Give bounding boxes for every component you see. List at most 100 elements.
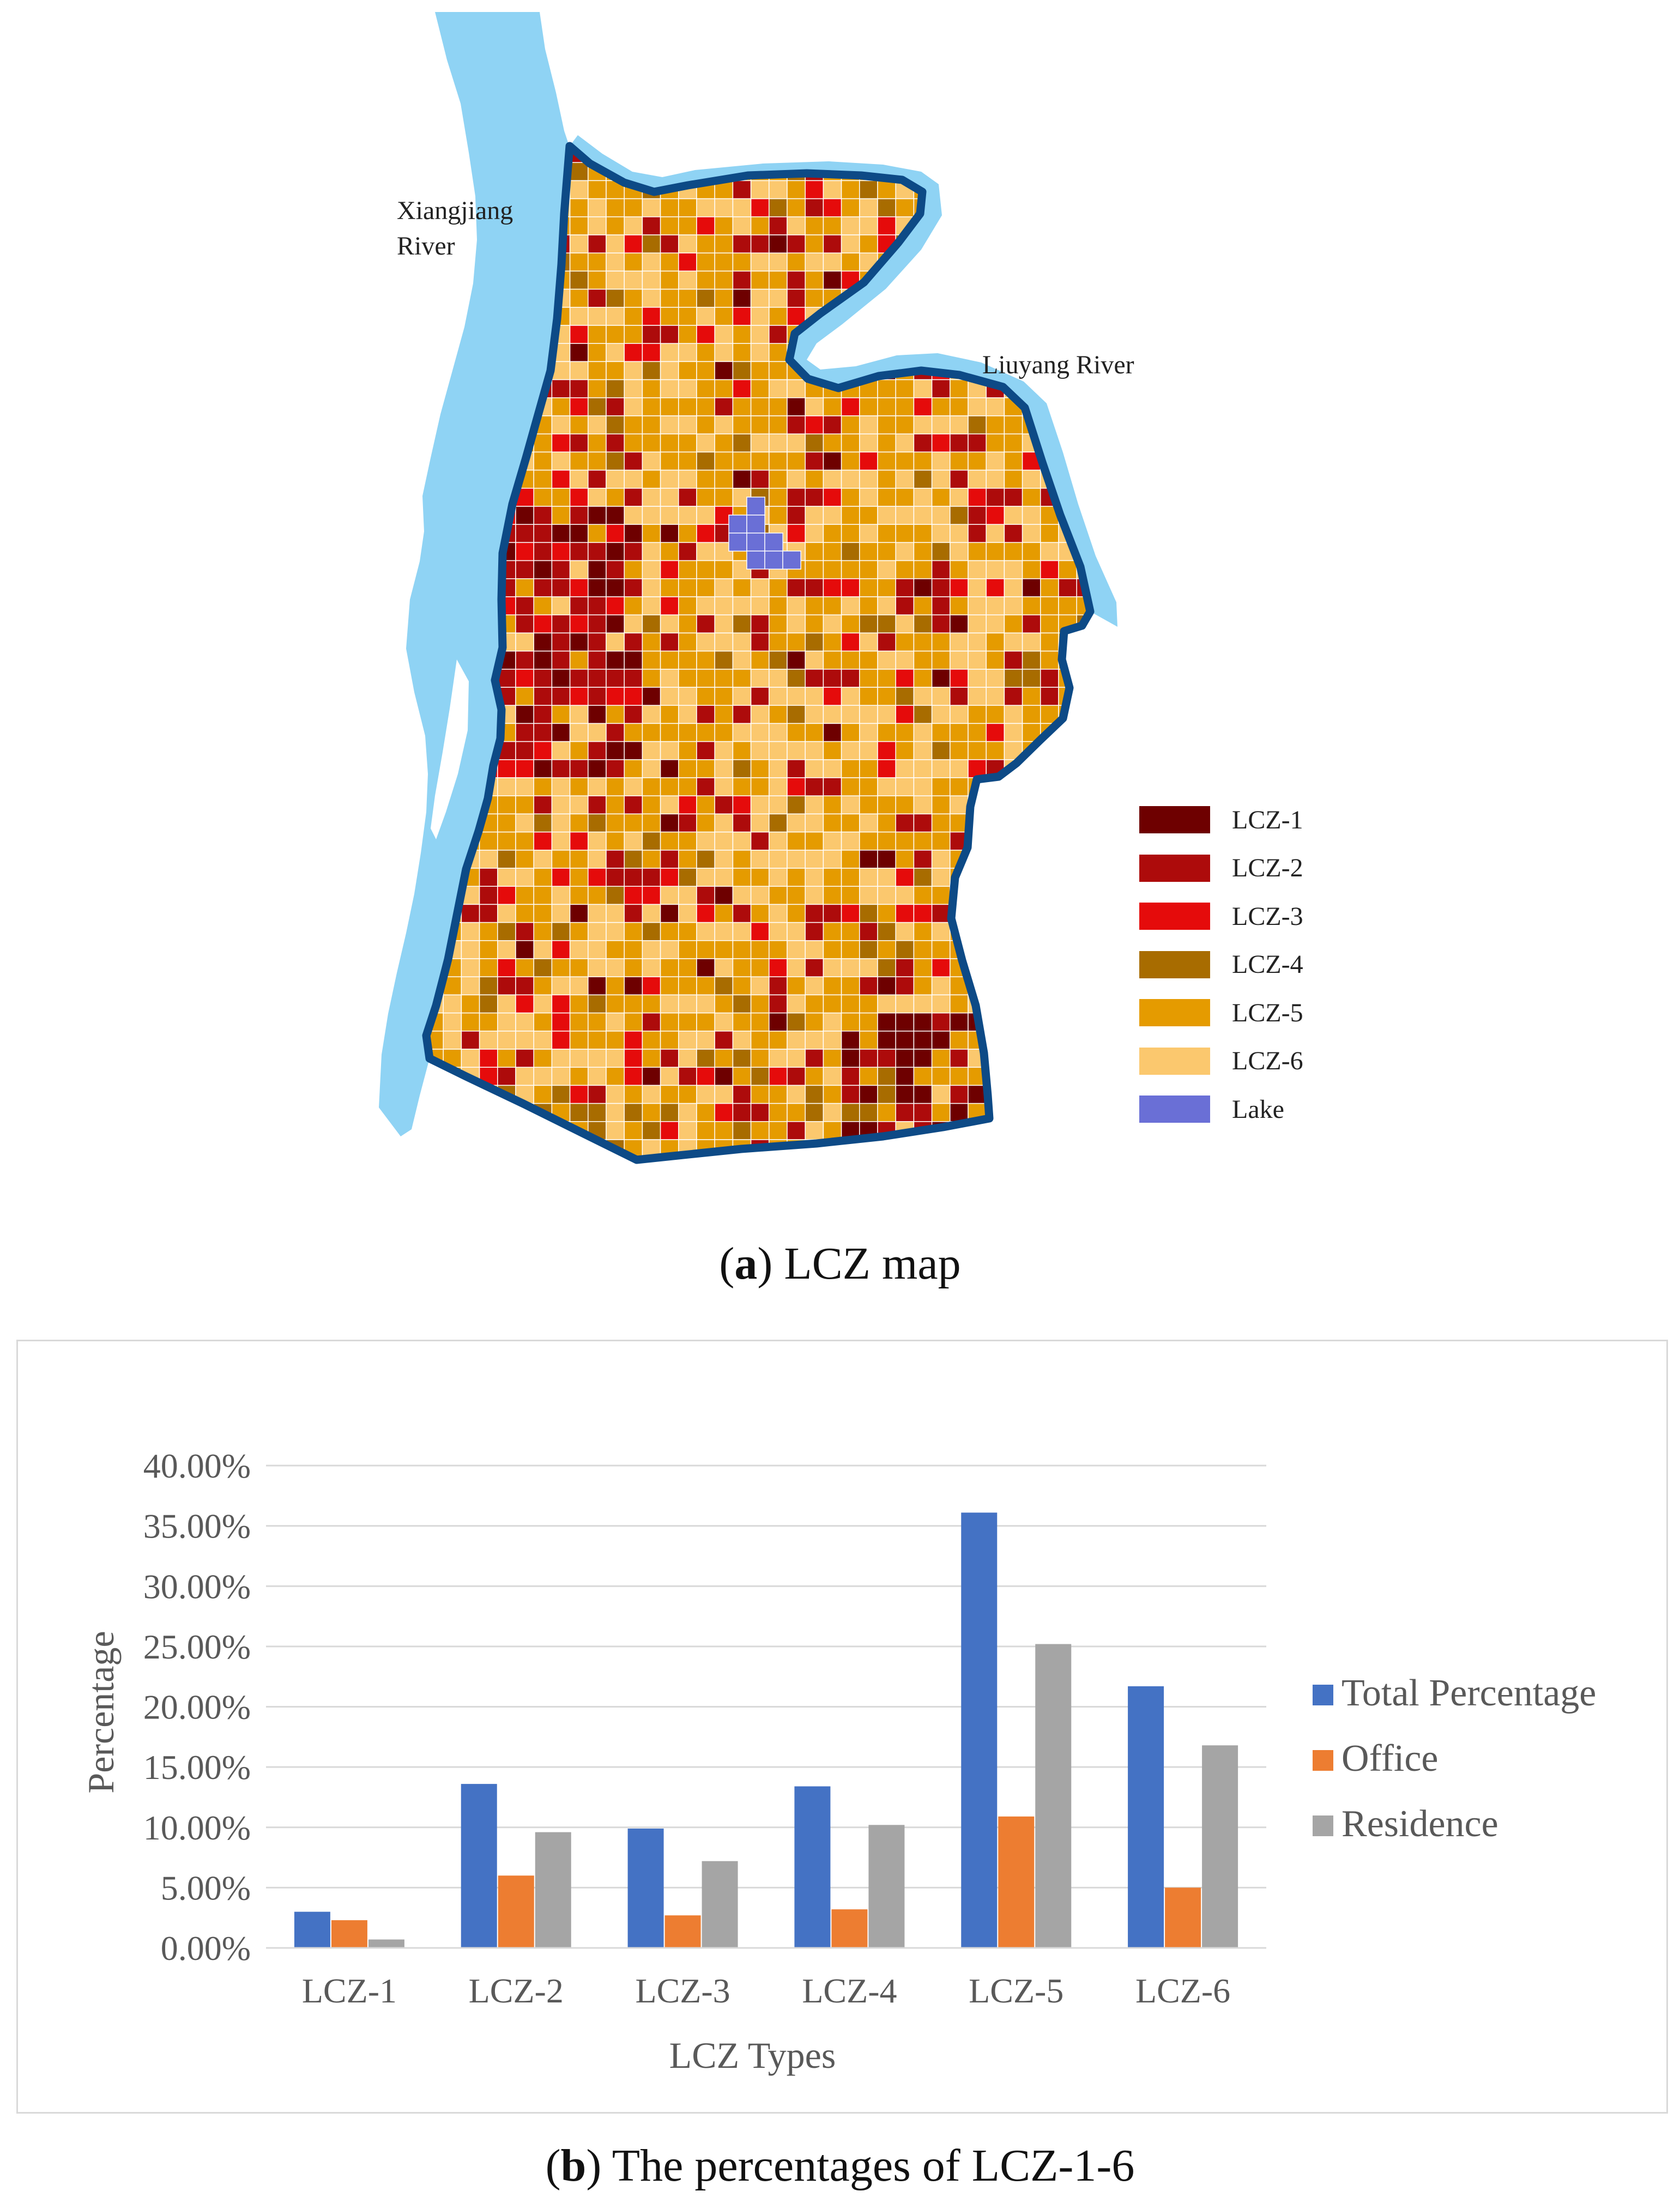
lcz-cell bbox=[696, 741, 715, 760]
lcz-cell bbox=[950, 451, 969, 471]
lcz-cell bbox=[696, 614, 715, 634]
lcz-cell bbox=[606, 687, 625, 706]
lcz-cell bbox=[823, 1031, 842, 1050]
lcz-cell bbox=[841, 705, 860, 724]
lcz-cell bbox=[569, 850, 589, 869]
lcz-cell bbox=[986, 813, 1005, 833]
lcz-cell bbox=[877, 1103, 896, 1122]
lcz-cell bbox=[660, 252, 679, 272]
lcz-cell bbox=[533, 705, 553, 724]
lcz-cell bbox=[950, 759, 969, 778]
lcz-cell bbox=[1076, 831, 1090, 851]
lcz-cell bbox=[823, 578, 842, 597]
lcz-cell bbox=[877, 216, 896, 235]
lcz-cell bbox=[1076, 705, 1090, 724]
lcz-cell bbox=[841, 994, 860, 1014]
lcz-cell bbox=[426, 307, 444, 326]
lcz-cell bbox=[769, 886, 788, 905]
lcz-cell bbox=[750, 288, 770, 308]
lcz-cell bbox=[1095, 524, 1113, 542]
lcz-cell bbox=[714, 904, 734, 923]
lcz-cell bbox=[1095, 1067, 1113, 1085]
lcz-cell bbox=[551, 741, 571, 760]
lcz-cell bbox=[1095, 1140, 1113, 1158]
lcz-cell bbox=[968, 578, 987, 597]
lcz-cell bbox=[551, 542, 571, 561]
lcz-cell bbox=[931, 994, 951, 1014]
lcz-cell bbox=[1076, 650, 1090, 670]
lcz-cell bbox=[950, 614, 969, 634]
lcz-cell bbox=[986, 451, 1005, 471]
lcz-cell bbox=[895, 379, 915, 398]
lcz-cell bbox=[986, 397, 1005, 416]
lcz-cell bbox=[696, 325, 715, 344]
lcz-cell bbox=[859, 397, 878, 416]
lcz-cell bbox=[950, 777, 969, 796]
lcz-cell bbox=[805, 234, 824, 253]
lcz-cell bbox=[787, 958, 806, 977]
lcz-cell bbox=[859, 813, 878, 833]
lcz-cell bbox=[714, 614, 734, 634]
x-axis-ticks: LCZ-1 LCZ-2 LCZ-3 LCZ-4 LCZ-5 LCZ-6 bbox=[302, 1971, 1230, 2010]
lcz-cell bbox=[877, 813, 896, 833]
lcz-cell bbox=[551, 705, 571, 724]
lcz-cell bbox=[569, 759, 589, 778]
x-tick-label: LCZ-2 bbox=[469, 1971, 564, 2010]
lcz-cell bbox=[1058, 560, 1077, 579]
lcz-cell bbox=[950, 687, 969, 706]
lcz-cell bbox=[859, 469, 878, 489]
lcz-cell bbox=[588, 632, 607, 652]
lcz-cell bbox=[1040, 922, 1059, 941]
lcz-cell bbox=[588, 506, 607, 525]
lcz-cell bbox=[624, 813, 643, 833]
lcz-cell bbox=[515, 1012, 534, 1032]
lcz-cell bbox=[479, 958, 498, 977]
lcz-cell bbox=[678, 542, 697, 561]
lcz-cell bbox=[1004, 705, 1023, 724]
lcz-cell bbox=[642, 868, 661, 887]
lcz-cell bbox=[841, 1012, 860, 1032]
lcz-cell bbox=[515, 958, 534, 977]
lcz-cell bbox=[606, 922, 625, 941]
lcz-cell bbox=[515, 542, 534, 561]
lcz-cell bbox=[968, 524, 987, 543]
lcz-cell bbox=[642, 1031, 661, 1050]
lcz-cell bbox=[1040, 542, 1059, 561]
lcz-cell bbox=[533, 850, 553, 869]
lcz-cell bbox=[443, 1031, 462, 1050]
lcz-cell bbox=[606, 813, 625, 833]
lcz-cell bbox=[426, 146, 444, 163]
lcz-cell bbox=[732, 343, 752, 362]
lcz-cell bbox=[986, 669, 1005, 688]
lcz-cell bbox=[642, 958, 661, 977]
lcz-cell bbox=[769, 777, 788, 796]
lcz-cell bbox=[696, 777, 715, 796]
lcz-cell bbox=[931, 578, 951, 597]
lcz-cell bbox=[732, 759, 752, 778]
lcz-cell bbox=[1058, 270, 1077, 290]
lcz-cell bbox=[805, 705, 824, 724]
lcz-cell bbox=[569, 958, 589, 977]
legend-swatch-lcz-1 bbox=[1139, 806, 1210, 834]
lcz-cell bbox=[895, 1067, 915, 1086]
lcz-cell bbox=[1004, 669, 1023, 688]
lcz-cell bbox=[461, 922, 480, 941]
lcz-cell bbox=[841, 415, 860, 434]
lcz-cell bbox=[805, 1012, 824, 1032]
lcz-cell bbox=[515, 976, 534, 996]
lcz-cell bbox=[950, 397, 969, 416]
lcz-cell bbox=[1076, 397, 1090, 416]
lcz-cell bbox=[642, 940, 661, 959]
lcz-cell bbox=[859, 524, 878, 543]
lcz-cell bbox=[497, 1139, 516, 1158]
lcz-cell bbox=[859, 1012, 878, 1032]
lcz-cell bbox=[696, 831, 715, 851]
lcz-cell bbox=[606, 994, 625, 1014]
lcz-cell bbox=[986, 542, 1005, 561]
lcz-cell bbox=[805, 632, 824, 652]
lcz-cell bbox=[678, 705, 697, 724]
lcz-cell bbox=[732, 1157, 752, 1160]
lcz-cell bbox=[1040, 759, 1059, 778]
lcz-cell bbox=[1076, 922, 1090, 941]
lcz-cell bbox=[895, 868, 915, 887]
